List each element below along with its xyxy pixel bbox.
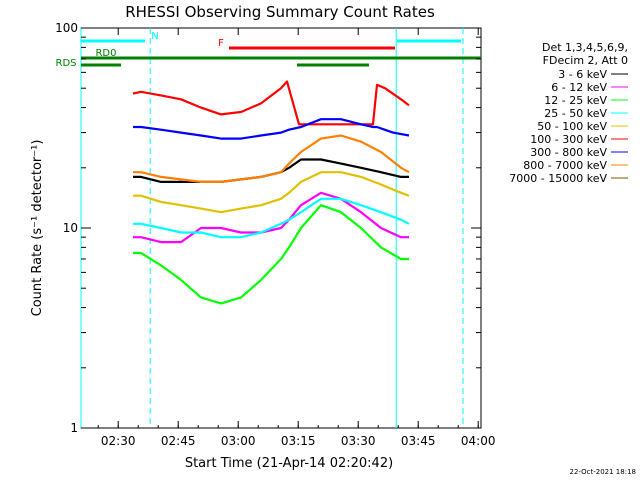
series-line-1 bbox=[133, 191, 409, 244]
series-line-2 bbox=[133, 204, 409, 305]
x-tick-label-3: 03:15 bbox=[281, 434, 316, 448]
x-tick-label-2: 03:00 bbox=[221, 434, 256, 448]
legend: Det 1,3,4,5,6,9, FDecim 2, Att 0 3 - 6 k… bbox=[509, 41, 628, 185]
annotation-label-rd0: RD0 bbox=[95, 48, 116, 59]
y-tick-label-0: 1 bbox=[70, 421, 78, 435]
x-tick-label-1: 02:45 bbox=[161, 434, 196, 448]
x-tick-label-6: 04:00 bbox=[461, 434, 496, 448]
legend-header-line-2: FDecim 2, Att 0 bbox=[543, 54, 628, 67]
legend-label-3: 25 - 50 keV bbox=[544, 107, 607, 120]
annotation-label-n: N bbox=[151, 31, 158, 42]
legend-label-6: 300 - 800 keV bbox=[530, 146, 607, 159]
x-axis-label: Start Time (21-Apr-14 02:20:42) bbox=[185, 456, 393, 471]
legend-label-2: 12 - 25 keV bbox=[544, 94, 607, 107]
y-axis-label: Count Rate (s⁻¹ detector⁻¹) bbox=[30, 140, 45, 317]
x-tick-label-5: 03:45 bbox=[401, 434, 436, 448]
series-layer bbox=[132, 80, 410, 305]
y-tick-label-1: 10 bbox=[63, 221, 78, 235]
series-line-6 bbox=[133, 118, 410, 140]
series-line-5 bbox=[132, 80, 410, 126]
x-tick-label-4: 03:30 bbox=[341, 434, 376, 448]
annotation-layer: N F RD0 RDS bbox=[56, 28, 481, 428]
annotation-label-rds: RDS bbox=[56, 58, 77, 69]
legend-header-line-1: Det 1,3,4,5,6,9, bbox=[542, 41, 628, 54]
legend-label-7: 800 - 7000 keV bbox=[523, 159, 607, 172]
x-tick-label-0: 02:30 bbox=[101, 434, 136, 448]
series-line-7 bbox=[133, 134, 410, 183]
annotation-label-f: F bbox=[218, 38, 224, 49]
legend-label-8: 7000 - 15000 keV bbox=[509, 172, 607, 185]
legend-label-5: 100 - 300 keV bbox=[530, 133, 607, 146]
series-line-3 bbox=[133, 197, 410, 239]
axis-layer: 02:30 02:45 03:00 03:15 03:30 03:45 04:00 1 10 10… bbox=[55, 21, 495, 448]
legend-label-0: 3 - 6 keV bbox=[558, 68, 607, 81]
series-line-4 bbox=[133, 171, 410, 214]
legend-label-4: 50 - 100 keV bbox=[537, 120, 607, 133]
chart-title: RHESSI Observing Summary Count Rates bbox=[125, 3, 435, 21]
y-tick-label-2: 100 bbox=[55, 21, 78, 35]
legend-label-1: 6 - 12 keV bbox=[551, 81, 607, 94]
footer-date: 22-Oct-2021 18:18 bbox=[570, 468, 636, 476]
